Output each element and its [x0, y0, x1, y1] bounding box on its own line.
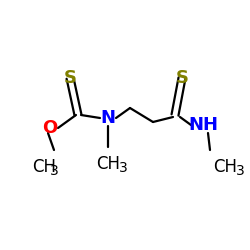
Text: 3: 3 [236, 164, 245, 178]
Text: CH: CH [96, 155, 120, 173]
Text: S: S [64, 69, 76, 87]
Text: CH: CH [32, 158, 56, 176]
Text: N: N [100, 109, 116, 127]
Text: O: O [42, 119, 58, 137]
Text: 3: 3 [119, 161, 128, 175]
Text: NH: NH [188, 116, 218, 134]
Text: S: S [176, 69, 188, 87]
Text: CH: CH [213, 158, 237, 176]
Text: 3: 3 [50, 164, 59, 178]
